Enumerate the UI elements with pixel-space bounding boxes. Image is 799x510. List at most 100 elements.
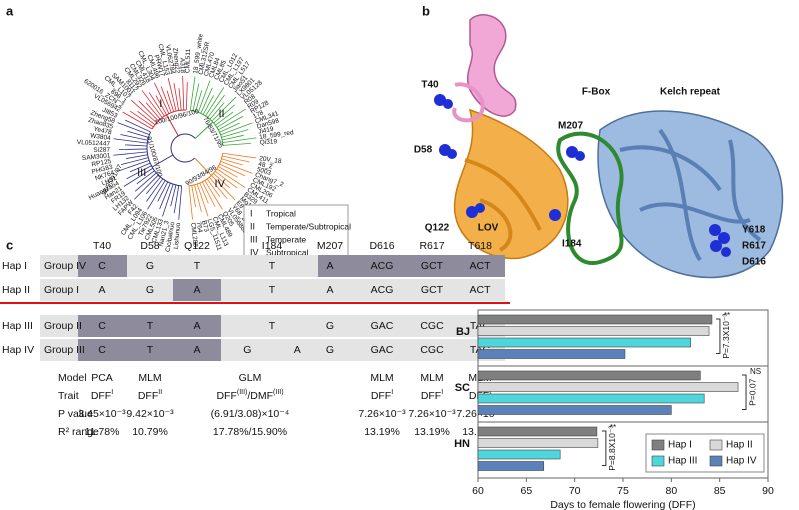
branch [220,161,253,174]
stat-part: 13.19% [364,426,400,438]
bar [477,461,545,471]
fbox-domain [556,131,624,266]
branch [222,134,244,141]
cell: ACT [470,260,492,272]
cell-shade [127,339,173,361]
legend-box [243,204,349,262]
stat-cell: 9.42×10⁻³ [126,408,174,420]
branch [148,92,165,117]
branch [125,154,148,160]
stat-part: 9.42×10⁻³ [126,408,174,420]
significance: ** [610,423,616,432]
bar [477,382,739,392]
branch [213,173,231,189]
leaf-label: A318 [178,58,186,74]
branch [211,96,237,122]
stat-label: Model [58,372,87,384]
hap-label: Hap II [2,284,30,296]
branch [134,172,157,192]
leaf-label: E8 [234,200,245,211]
cell: T [194,260,201,272]
branch [134,174,159,200]
leaf-label: CML511 [184,48,192,73]
branch [214,170,238,189]
cell: C [98,320,106,332]
clade-numeral: IV [215,178,226,190]
stat-part: MLM [420,372,443,384]
legend-label: Temperate/Subtropical [266,221,351,231]
branch [173,185,180,214]
branch [113,138,148,144]
branch [147,180,166,210]
branch [215,111,234,126]
branch [141,90,163,118]
branch [189,76,196,111]
cell-shade [318,255,355,277]
p-annotation: P=8.8X10⁻³ [607,426,617,471]
legend-swatch [709,439,723,451]
cell: GCT [421,284,444,296]
bracket [601,430,607,466]
cell: ACT [470,284,492,296]
site-label: I184 [562,239,582,250]
stat-part: 7.26×10⁻³ [358,408,406,420]
legend-numeral: I [250,208,253,218]
p-annotation: P=7.3X10⁻³ [721,314,731,359]
leaf-label: 20V_18 [259,155,283,165]
panel-label: a [6,3,14,18]
group-label: Group I [44,284,79,296]
kelch-strands [619,128,762,262]
bar [477,449,561,460]
stat-cell: MLM [370,372,393,384]
x-axis-title: Days to female flowering (DFF) [550,499,695,510]
cell: A [326,260,333,272]
branch [145,102,161,120]
cell-shade [78,339,127,361]
cell: A [193,344,200,356]
branch [178,185,183,220]
branch [167,77,177,112]
branch [192,83,200,111]
branch [173,82,180,111]
stat-cell: 7.26×10⁻³ [358,408,406,420]
bar [477,326,710,336]
leaf-label: RP125 [91,158,112,168]
legend-label: Hap III [668,456,697,467]
bar [477,349,626,359]
stat-cell: 7.26×10⁻³ [408,408,456,420]
bar [477,314,713,325]
branch [162,183,174,217]
cell: C [98,344,106,356]
stat-part: 11.78% [85,426,120,438]
branch [119,148,148,151]
site-label: R617 [742,241,766,252]
stat-cell: DFFII [138,389,162,402]
significance: ** [724,311,730,320]
stat-part: 7.26×10⁻³ [408,408,456,420]
legend-numeral: II [250,221,255,231]
cell-shade [407,255,457,277]
branch [155,95,167,115]
clade-stem [194,157,212,176]
branch [178,88,182,111]
category-label: SC [455,382,470,394]
bar [477,426,598,437]
stat-part: I [489,389,491,396]
legend-numeral: III [250,234,258,244]
cell: G [326,320,334,332]
x-tick-label: 70 [569,485,581,497]
branch [129,110,154,128]
legend-label: Hap II [726,440,753,451]
legend-label: Hap I [668,440,692,451]
branch [166,90,175,112]
branch [218,166,238,178]
site-label: D58 [414,145,433,156]
site-label: T40 [421,80,439,91]
stat-part: /DMF [247,390,273,402]
bar [477,370,701,381]
leaf-label: Ye478 [93,126,113,137]
bar [477,393,705,404]
stat-cell: DFFI [421,389,443,402]
